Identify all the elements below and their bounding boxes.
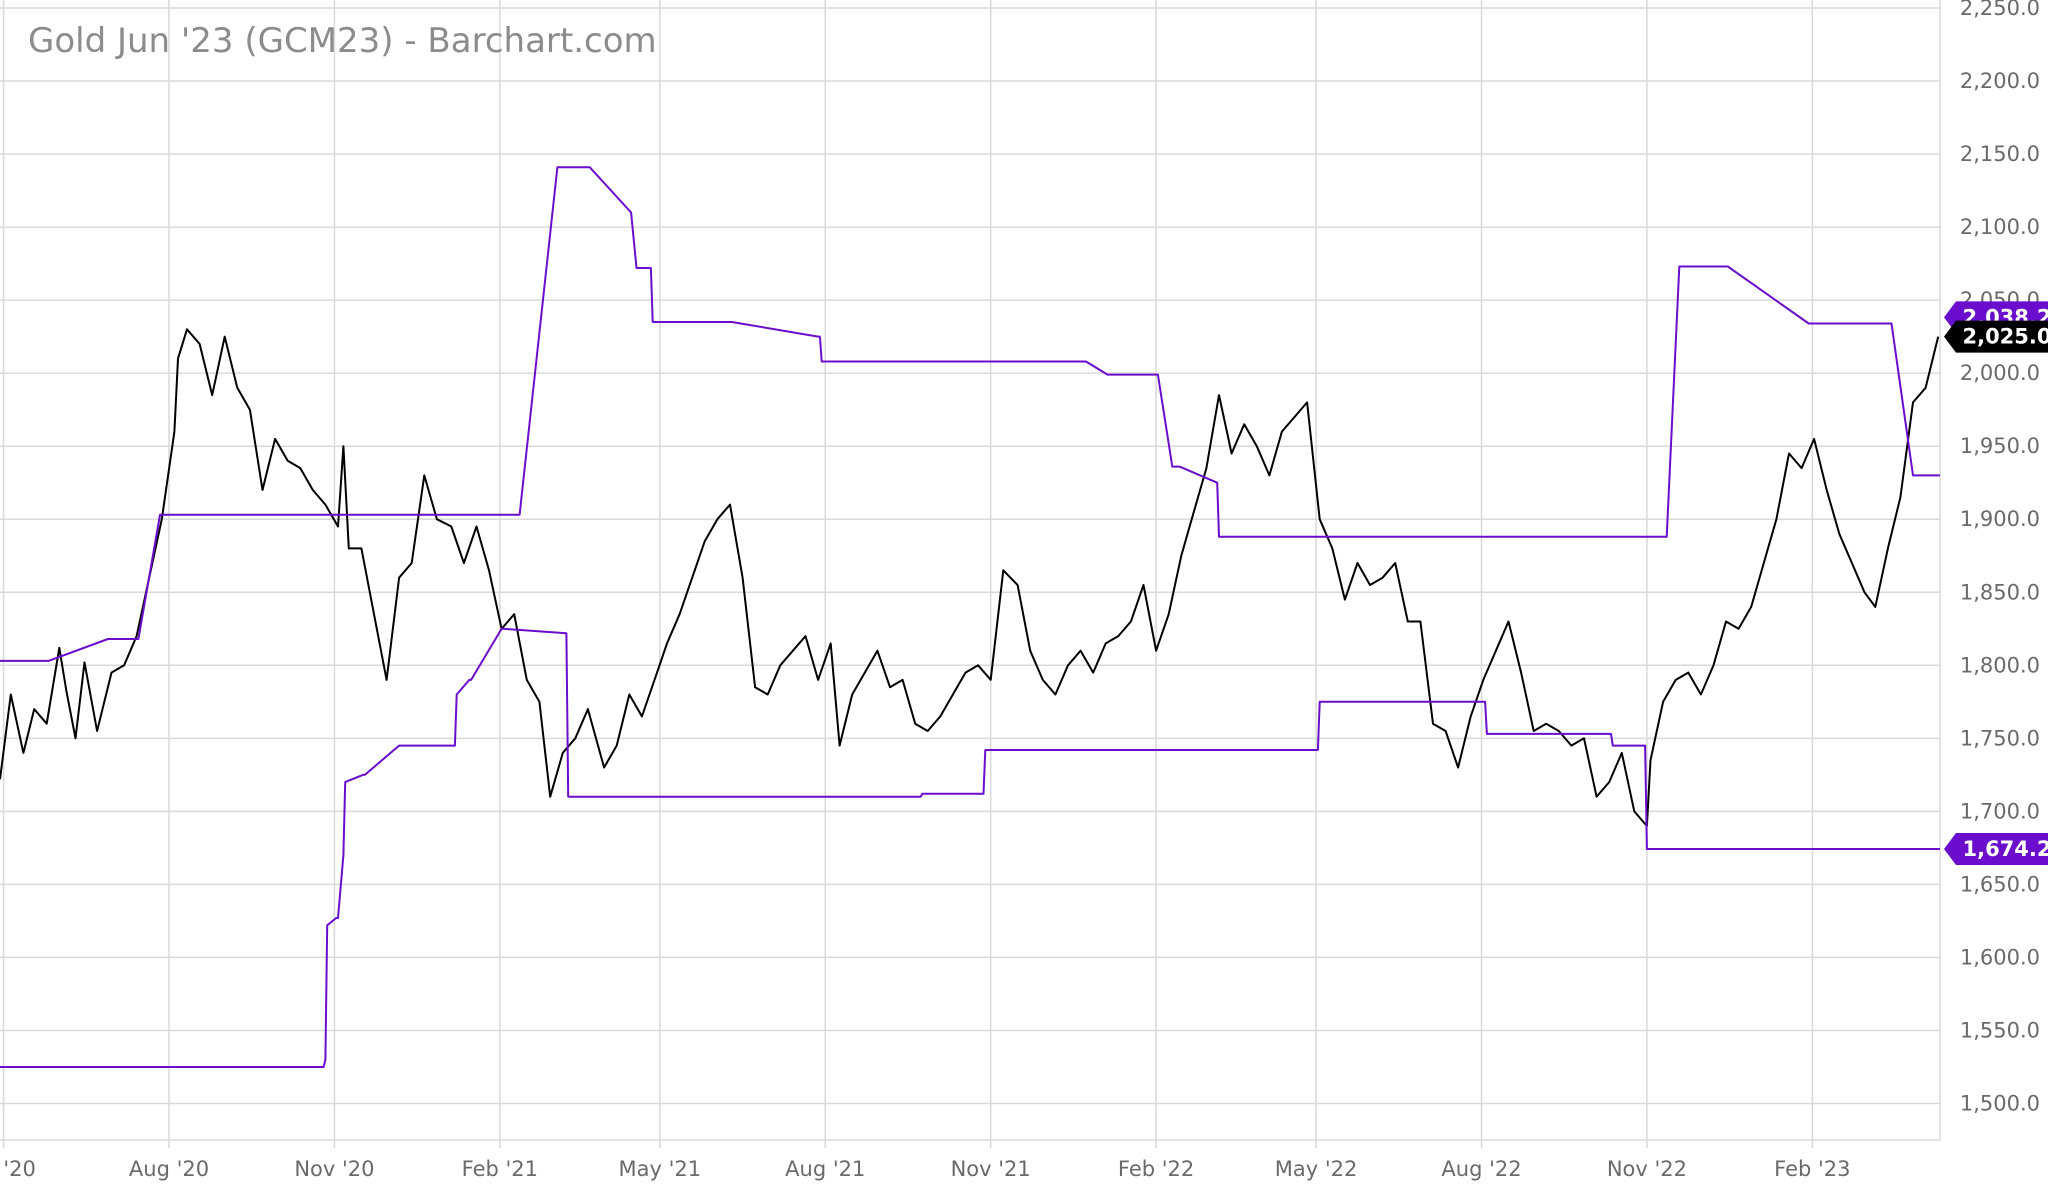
x-tick-label: Aug '21	[785, 1157, 865, 1181]
grid-layer	[0, 0, 1941, 1148]
y-tick-label: 2,100.0	[1960, 215, 2040, 239]
value-badge-shape	[1944, 320, 2048, 353]
value-badge: 1,674.2	[1944, 833, 2048, 866]
y-tick-label: 1,900.0	[1960, 507, 2040, 531]
x-tick-label: May '21	[619, 1157, 702, 1181]
value-badge-label: 2,025.0	[1962, 325, 2048, 349]
series-layer	[0, 166, 1940, 1068]
chart-title: Gold Jun '23 (GCM23) - Barchart.com	[28, 21, 657, 61]
x-tick-label: Feb '22	[1118, 1157, 1194, 1181]
y-tick-label: 2,000.0	[1960, 361, 2040, 385]
y-tick-label: 2,200.0	[1960, 69, 2040, 93]
value-badge: 2,025.0	[1944, 320, 2048, 353]
y-tick-label: 1,850.0	[1960, 580, 2040, 604]
y-tick-label: 1,500.0	[1960, 1091, 2040, 1115]
x-tick-label: Nov '21	[951, 1157, 1031, 1181]
x-tick-label: Feb '21	[462, 1157, 538, 1181]
y-tick-label: 1,600.0	[1960, 945, 2040, 969]
channel-line	[0, 166, 1940, 662]
x-tick-label: Nov '20	[294, 1157, 374, 1181]
channel-line	[0, 627, 1940, 1068]
y-tick-label: 1,800.0	[1960, 653, 2040, 677]
x-tick-label: Feb '23	[1774, 1157, 1850, 1181]
y-tick-label: 2,150.0	[1960, 142, 2040, 166]
price-line	[0, 328, 1940, 827]
y-tick-label: 2,250.0	[1960, 0, 2040, 20]
x-tick-label: Aug '20	[129, 1157, 209, 1181]
badge-layer: 2,038.22,025.01,674.2	[1944, 301, 2048, 866]
value-badge-label: 1,674.2	[1962, 837, 2048, 861]
y-tick-label: 1,700.0	[1960, 799, 2040, 823]
x-tick-label: ay '20	[0, 1157, 36, 1181]
x-tick-label: Nov '22	[1607, 1157, 1687, 1181]
y-tick-label: 1,950.0	[1960, 434, 2040, 458]
y-tick-label: 1,750.0	[1960, 726, 2040, 750]
x-tick-label: Aug '22	[1441, 1157, 1521, 1181]
y-tick-label: 1,550.0	[1960, 1018, 2040, 1042]
value-badge-shape	[1944, 833, 2048, 866]
x-tick-label: May '22	[1275, 1157, 1358, 1181]
y-tick-label: 1,650.0	[1960, 872, 2040, 896]
